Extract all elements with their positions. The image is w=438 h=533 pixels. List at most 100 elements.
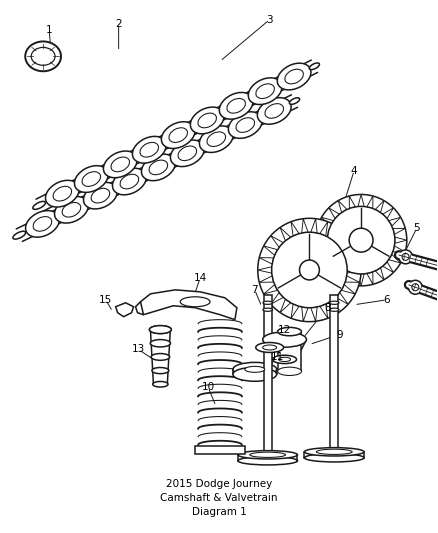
Ellipse shape (278, 367, 301, 376)
Ellipse shape (13, 231, 26, 239)
Ellipse shape (304, 454, 364, 462)
Ellipse shape (329, 308, 339, 311)
Ellipse shape (191, 107, 224, 134)
Polygon shape (264, 285, 278, 294)
Circle shape (300, 260, 319, 280)
Circle shape (402, 253, 409, 260)
Ellipse shape (149, 326, 171, 334)
Ellipse shape (149, 326, 171, 334)
Polygon shape (349, 272, 355, 284)
Text: 7: 7 (251, 285, 258, 295)
Polygon shape (311, 307, 317, 321)
Circle shape (399, 250, 413, 264)
Ellipse shape (309, 63, 319, 70)
Polygon shape (116, 303, 134, 317)
Ellipse shape (263, 345, 277, 350)
Polygon shape (280, 228, 291, 241)
Text: 1: 1 (46, 25, 53, 35)
Ellipse shape (74, 166, 108, 192)
Polygon shape (389, 217, 401, 226)
Text: 9: 9 (336, 329, 343, 340)
Text: 2: 2 (115, 19, 122, 29)
Text: 5: 5 (413, 223, 420, 233)
Polygon shape (317, 228, 329, 235)
Ellipse shape (238, 450, 297, 459)
Ellipse shape (279, 357, 290, 361)
Polygon shape (395, 237, 407, 243)
Ellipse shape (263, 308, 272, 311)
Circle shape (315, 195, 407, 286)
Polygon shape (328, 228, 339, 241)
Text: 8: 8 (324, 303, 331, 313)
Polygon shape (259, 276, 274, 282)
Polygon shape (320, 304, 328, 318)
Polygon shape (345, 276, 360, 282)
Ellipse shape (304, 448, 364, 456)
Circle shape (408, 280, 422, 294)
Polygon shape (271, 236, 283, 247)
Text: 14: 14 (194, 273, 207, 283)
Text: 4: 4 (351, 166, 357, 175)
Ellipse shape (256, 343, 283, 352)
Polygon shape (258, 267, 272, 273)
Ellipse shape (329, 301, 339, 304)
Polygon shape (321, 217, 333, 226)
Polygon shape (311, 219, 317, 233)
Ellipse shape (161, 122, 195, 149)
Ellipse shape (263, 332, 307, 347)
Ellipse shape (46, 180, 79, 207)
Ellipse shape (238, 457, 297, 465)
Circle shape (412, 284, 419, 290)
Polygon shape (329, 262, 339, 272)
Ellipse shape (219, 92, 253, 119)
Text: 2015 Dodge Journey
Camshaft & Valvetrain
Diagram 1: 2015 Dodge Journey Camshaft & Valvetrain… (160, 479, 278, 518)
Ellipse shape (132, 136, 166, 163)
Ellipse shape (25, 42, 61, 71)
Polygon shape (141, 290, 237, 320)
Polygon shape (315, 237, 328, 243)
Polygon shape (375, 200, 384, 213)
Polygon shape (271, 293, 283, 304)
Polygon shape (345, 257, 360, 264)
Ellipse shape (233, 362, 277, 376)
Polygon shape (389, 254, 401, 263)
Polygon shape (291, 304, 299, 318)
Polygon shape (383, 262, 393, 272)
Ellipse shape (113, 168, 146, 195)
Polygon shape (347, 267, 361, 273)
Ellipse shape (245, 366, 265, 373)
Polygon shape (358, 274, 364, 286)
Ellipse shape (25, 211, 60, 237)
Polygon shape (367, 196, 373, 208)
Polygon shape (263, 340, 307, 359)
Polygon shape (358, 195, 364, 206)
Polygon shape (302, 219, 308, 233)
Ellipse shape (248, 78, 282, 104)
Ellipse shape (150, 340, 170, 347)
Ellipse shape (141, 154, 175, 181)
Polygon shape (317, 246, 329, 252)
Ellipse shape (103, 151, 137, 177)
Ellipse shape (84, 182, 117, 209)
Ellipse shape (33, 201, 46, 209)
Polygon shape (329, 208, 339, 219)
Polygon shape (302, 307, 308, 321)
Text: 6: 6 (384, 295, 390, 305)
Polygon shape (278, 332, 301, 372)
Polygon shape (341, 246, 355, 255)
Ellipse shape (233, 367, 277, 381)
Ellipse shape (153, 382, 168, 387)
Ellipse shape (180, 297, 210, 307)
Ellipse shape (290, 98, 300, 104)
Text: 3: 3 (266, 14, 273, 25)
Polygon shape (338, 200, 347, 213)
Ellipse shape (258, 98, 291, 124)
Polygon shape (336, 293, 348, 304)
Polygon shape (383, 208, 393, 219)
Polygon shape (336, 236, 348, 247)
Polygon shape (291, 222, 299, 236)
Text: 12: 12 (278, 325, 291, 335)
Polygon shape (328, 299, 339, 312)
Polygon shape (321, 254, 333, 263)
Ellipse shape (278, 327, 301, 336)
